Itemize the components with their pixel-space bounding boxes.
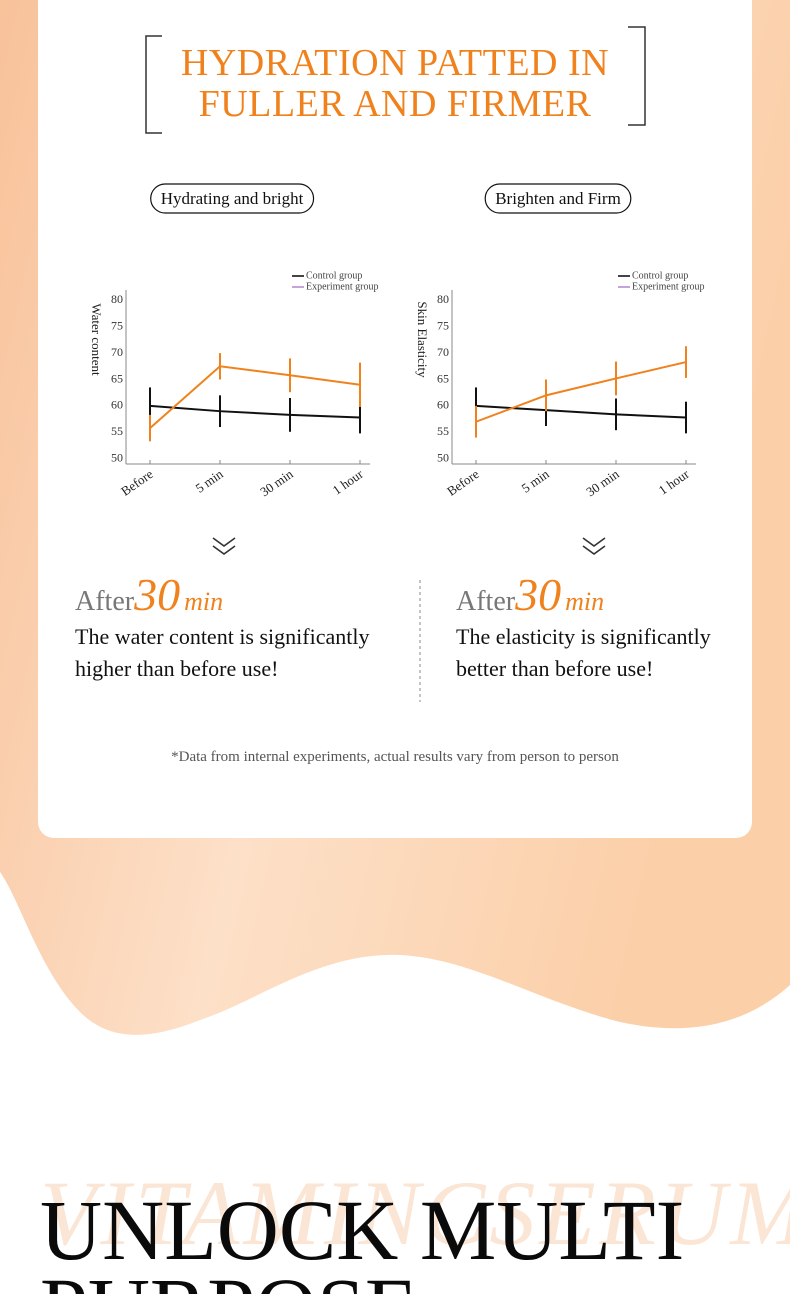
- caption-unit: min: [184, 587, 224, 616]
- y-tick-label: 65: [437, 371, 449, 385]
- caption-number: 30: [515, 569, 562, 620]
- legend-label: Experiment group: [306, 281, 378, 292]
- footnote: *Data from internal experiments, actual …: [171, 749, 619, 765]
- y-tick-label: 60: [437, 398, 449, 412]
- banner-title: UNLOCK MULTI: [40, 1182, 685, 1278]
- y-tick-label: 50: [437, 450, 449, 464]
- y-tick-label: 55: [437, 424, 449, 438]
- chart-title: Hydrating and bright: [161, 189, 304, 208]
- caption: After30 min The elasticity is significan…: [456, 568, 746, 685]
- series-line: [149, 365, 361, 429]
- title-pill: [484, 183, 632, 214]
- y-tick-label: 80: [437, 292, 449, 306]
- y-tick-label: 70: [111, 345, 123, 359]
- bracket: [628, 26, 646, 126]
- y-tick-label: 80: [111, 292, 123, 306]
- charts: Hydrating and bright Water content 50 55 60 6…: [89, 183, 704, 499]
- y-tick-label: 75: [437, 318, 449, 332]
- caption-text: The elasticity is significantly better t…: [456, 624, 711, 681]
- y-tick-label: 55: [111, 424, 123, 438]
- series-line: [149, 404, 361, 419]
- chart-title: Brighten and Firm: [495, 189, 621, 208]
- legend-label: Control group: [306, 270, 362, 281]
- x-tick-label: 5 min: [193, 466, 227, 496]
- x-tick-label: 30 min: [257, 466, 296, 499]
- y-tick-label: 75: [111, 318, 123, 332]
- chevron: [582, 537, 606, 555]
- title-pill: [150, 183, 315, 214]
- x-tick-label: 30 min: [583, 466, 622, 499]
- series-line: [475, 361, 687, 423]
- banner-title: PURPOSE: [40, 1265, 418, 1294]
- y-tick-label: 65: [111, 371, 123, 385]
- caption-unit: min: [565, 587, 605, 616]
- caption-prefix: After: [456, 586, 516, 617]
- x-tick-label: 5 min: [519, 466, 553, 496]
- bracket: [145, 35, 162, 134]
- legend-label: Control group: [632, 270, 688, 281]
- card: [38, 0, 752, 838]
- watermark: VITAMINCSERUM: [40, 1162, 790, 1264]
- legend-label: Experiment group: [632, 281, 704, 292]
- caption-prefix: After: [75, 586, 135, 617]
- chevron: [212, 537, 236, 555]
- x-tick-label: 1 hour: [656, 466, 693, 498]
- caption: After30 min The water content is signifi…: [75, 568, 415, 685]
- caption-text: The water content is significantly highe…: [75, 624, 370, 681]
- x-tick-label: Before: [118, 466, 156, 499]
- x-tick-label: Before: [444, 466, 482, 499]
- heading: HYDRATION PATTED IN: [180, 42, 610, 84]
- caption-number: 30: [134, 569, 181, 620]
- heading: FULLER AND FIRMER: [198, 83, 592, 125]
- y-axis-label: Skin Elasticity: [415, 301, 430, 378]
- series-line: [475, 404, 687, 419]
- y-axis-label: Water content: [89, 303, 104, 376]
- x-tick-label: 1 hour: [330, 466, 367, 498]
- decorations: [145, 26, 646, 702]
- y-tick-label: 70: [437, 345, 449, 359]
- y-tick-label: 50: [111, 450, 123, 464]
- y-tick-label: 60: [111, 398, 123, 412]
